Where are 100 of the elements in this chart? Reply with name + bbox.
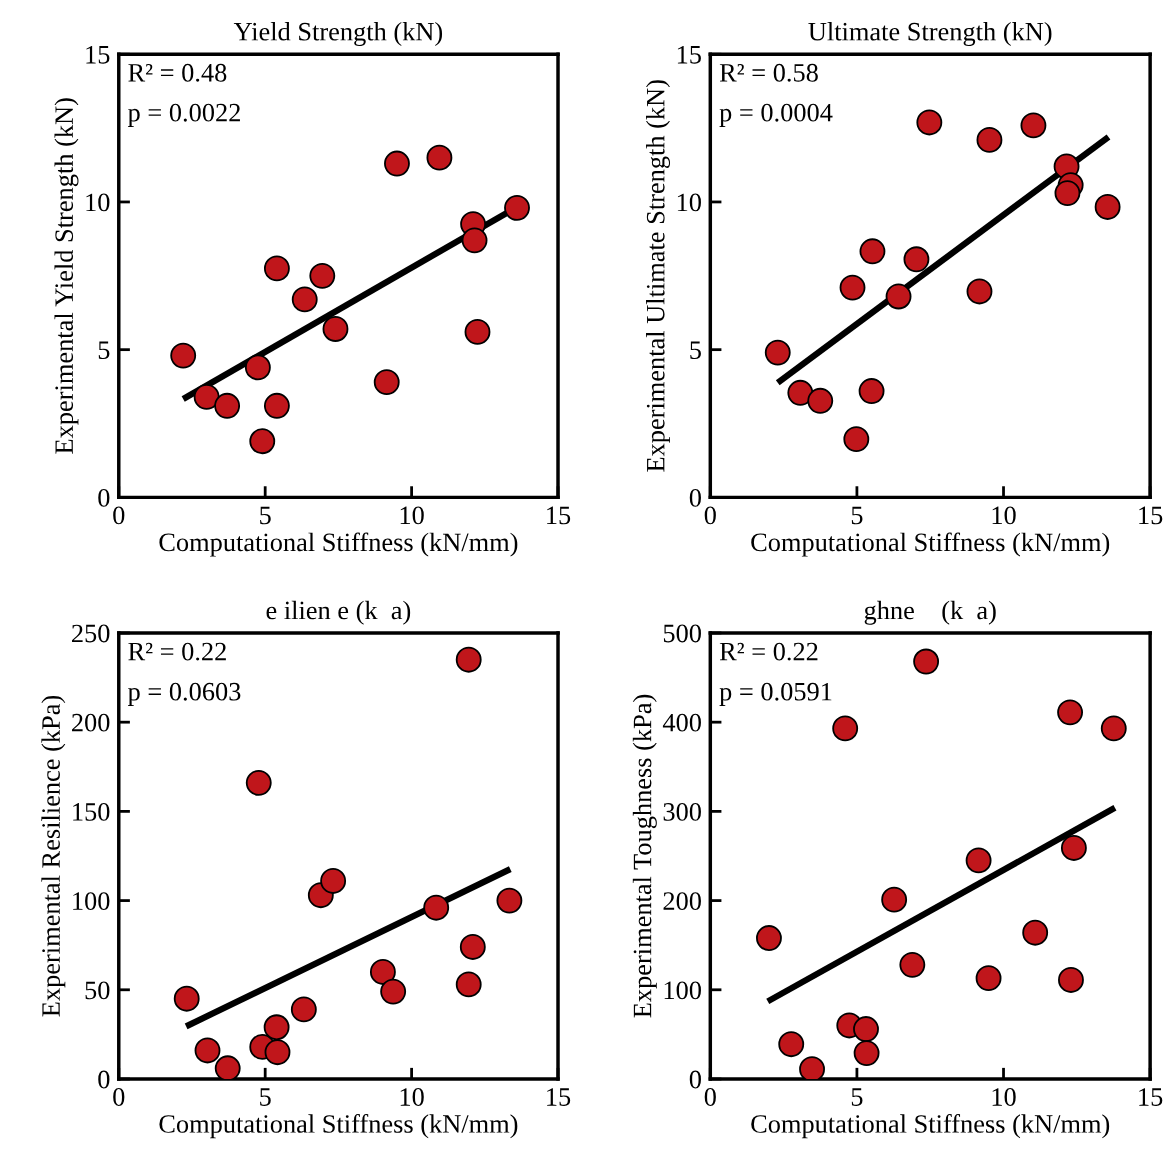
- y-tick-label: 5: [690, 341, 701, 360]
- point: [975, 965, 1002, 992]
- point: [264, 1039, 291, 1066]
- x-tick-label: 10: [992, 506, 1016, 525]
- point: [291, 286, 318, 313]
- point: [965, 847, 992, 874]
- x-tick-label: 15: [1139, 1088, 1163, 1106]
- point: [764, 339, 791, 366]
- point: [214, 392, 241, 419]
- point: [807, 387, 834, 414]
- y-tick-label: 15: [86, 45, 110, 64]
- point: [423, 894, 450, 921]
- point: [799, 1056, 825, 1079]
- point: [1058, 967, 1084, 993]
- y-axis-title: Experimental Ultimate Strength (kN): [646, 80, 671, 472]
- point: [455, 646, 482, 673]
- y-axis-title: Experimental Toughness (kPa): [632, 694, 657, 1018]
- x-tick-label: 0: [704, 1088, 716, 1106]
- point: [461, 227, 488, 254]
- annotation: R² = 0.22: [719, 642, 818, 661]
- point: [380, 978, 407, 1005]
- y-tick-label: 50: [85, 981, 110, 1000]
- x-tick-label: 5: [260, 1088, 271, 1106]
- point: [853, 1040, 880, 1067]
- x-tick-label: 5: [260, 506, 271, 525]
- y-tick-label: 300: [663, 802, 701, 821]
- point: [322, 316, 349, 342]
- point: [859, 238, 886, 265]
- x-tick-label: 0: [704, 506, 716, 525]
- point: [193, 383, 220, 410]
- y-tick-label: 15: [677, 45, 701, 64]
- y-tick-label: 10: [86, 193, 110, 212]
- point: [1094, 194, 1121, 220]
- y-tick-label: 400: [662, 713, 701, 732]
- y-tick-label: 500: [663, 624, 701, 643]
- chart-title: e ilien e (k a): [266, 600, 411, 625]
- point: [1060, 835, 1087, 861]
- point: [916, 109, 943, 136]
- x-tick-label: 10: [992, 1088, 1016, 1106]
- point: [913, 648, 940, 675]
- y-tick-label: 5: [98, 341, 110, 360]
- point: [858, 378, 885, 404]
- y-tick-label: 10: [677, 193, 701, 212]
- annotation: p = 0.0603: [127, 682, 241, 706]
- annotation: R² = 0.22: [128, 642, 226, 661]
- point: [976, 126, 1003, 153]
- point: [263, 1014, 290, 1041]
- point: [496, 887, 523, 914]
- y-tick-label: 0: [98, 488, 110, 507]
- y-tick-label: 200: [72, 713, 110, 732]
- point: [194, 1037, 221, 1064]
- point: [899, 951, 926, 978]
- y-tick-label: 200: [663, 892, 701, 910]
- chart-title: Ultimate Strength (kN): [808, 22, 1052, 47]
- y-tick-label: 0: [689, 488, 701, 507]
- x-tick-label: 15: [547, 506, 571, 525]
- point: [966, 278, 993, 305]
- point: [170, 342, 197, 369]
- point: [369, 959, 396, 985]
- point: [839, 274, 866, 301]
- x-axis-title: Computational Stiffness (kN/mm): [159, 532, 518, 557]
- x-tick-label: 0: [113, 506, 125, 525]
- annotation: p = 0.0591: [719, 682, 832, 706]
- x-axis-title: Computational Stiffness (kN/mm): [751, 532, 1110, 557]
- y-tick-label: 250: [72, 624, 110, 643]
- point: [504, 194, 530, 221]
- point: [843, 426, 870, 453]
- y-axis-title: Experimental Yield Strength (kN): [54, 98, 79, 454]
- point: [832, 715, 859, 742]
- point: [903, 246, 930, 273]
- x-tick-label: 0: [113, 1088, 125, 1106]
- x-tick-label: 10: [400, 1088, 424, 1106]
- point: [1022, 919, 1049, 946]
- y-tick-label: 0: [689, 1070, 701, 1089]
- chart-title: ghne (k a): [864, 600, 996, 625]
- x-axis-title: Computational Stiffness (kN/mm): [751, 1114, 1110, 1139]
- y-tick-label: 150: [73, 802, 110, 821]
- point: [290, 996, 317, 1023]
- x-tick-label: 15: [1139, 506, 1163, 525]
- annotation: R² = 0.58: [719, 63, 818, 82]
- point: [426, 144, 453, 171]
- point: [881, 886, 908, 913]
- point: [249, 428, 276, 455]
- point: [1054, 180, 1081, 207]
- point: [173, 985, 200, 1012]
- x-tick-label: 15: [547, 1088, 571, 1106]
- y-tick-label: 100: [664, 981, 701, 1000]
- point: [263, 255, 290, 282]
- point: [853, 1016, 879, 1042]
- point: [787, 379, 814, 406]
- x-tick-label: 10: [400, 506, 424, 525]
- point: [244, 354, 271, 381]
- point: [384, 150, 410, 177]
- point: [756, 925, 782, 951]
- chart-title: Yield Strength (kN): [233, 22, 443, 47]
- point: [309, 262, 336, 289]
- point: [455, 971, 482, 998]
- point: [459, 934, 486, 960]
- point: [1057, 699, 1084, 726]
- y-tick-label: 0: [98, 1070, 110, 1089]
